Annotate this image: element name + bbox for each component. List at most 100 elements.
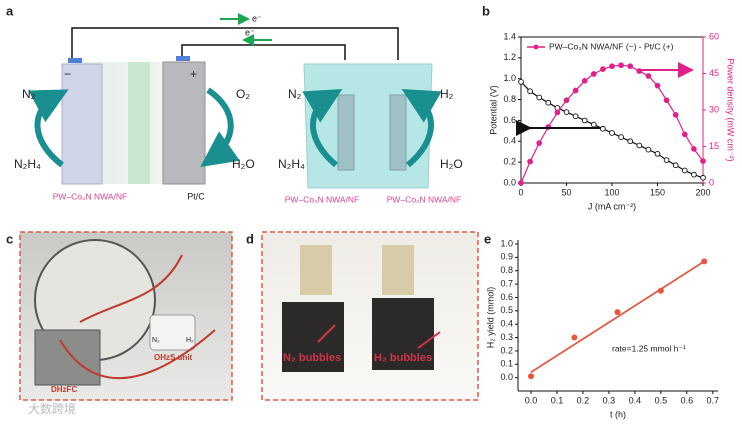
x-tick-label: 0.7 xyxy=(707,395,720,405)
beaker xyxy=(149,314,196,351)
sign: − xyxy=(64,67,71,81)
electrode-label: Pt/C xyxy=(187,191,205,201)
data-point xyxy=(636,142,643,149)
x-tick-label: 0.1 xyxy=(551,395,564,405)
photo-d: N₂ bubbles H₂ bubbles xyxy=(261,231,479,401)
plot-frame xyxy=(520,36,704,184)
sign: + xyxy=(190,67,197,81)
y-tick-label: 0.8 xyxy=(503,94,516,104)
species: H₂O xyxy=(232,157,255,171)
data-point xyxy=(581,77,588,84)
species: H₂O xyxy=(440,157,463,171)
pointer xyxy=(417,331,441,349)
photo-label: N₂ xyxy=(152,337,160,344)
y-tick-label: 0.3 xyxy=(500,332,513,342)
data-point xyxy=(691,171,697,178)
panel-label: d xyxy=(246,231,254,246)
panel-label: c xyxy=(6,231,13,246)
data-point xyxy=(663,157,670,163)
data-point xyxy=(672,162,679,169)
panel-label: e xyxy=(484,231,491,246)
wire xyxy=(71,27,399,62)
data-point xyxy=(609,130,615,136)
data-point xyxy=(572,113,579,120)
x-tick-label: 150 xyxy=(650,187,665,197)
data-point xyxy=(571,334,578,341)
x-tick-label: 200 xyxy=(695,187,710,197)
flow-arrow xyxy=(401,88,442,168)
flow-arrow xyxy=(200,87,240,167)
data-point xyxy=(700,174,706,181)
holder xyxy=(382,245,414,295)
y-tick-label: 0.1 xyxy=(500,359,513,369)
y-tick-label: 0.9 xyxy=(500,252,513,262)
data-point xyxy=(527,88,533,95)
x-tick-label: 50 xyxy=(561,187,571,197)
x-tick-label: 0.2 xyxy=(577,395,590,405)
y2-tick-label: 0 xyxy=(709,177,714,187)
data-point xyxy=(572,87,579,94)
membrane xyxy=(128,62,150,184)
flow-arrow xyxy=(302,88,343,168)
data-point xyxy=(657,287,664,294)
data-point xyxy=(545,99,552,106)
y-tick-label: 0.4 xyxy=(503,136,516,146)
y-tick-label: 0.0 xyxy=(500,372,513,382)
species: N₂H₄ xyxy=(278,157,305,171)
y-axis-label: Potential (V) xyxy=(488,85,498,135)
photo-label: H₂ xyxy=(186,337,194,344)
data-point xyxy=(645,146,652,153)
data-point xyxy=(700,158,706,164)
photo-c: DHzFC OHzS unit N₂ H₂ 大数跨境 xyxy=(19,231,233,416)
fuel-cell-device xyxy=(34,329,101,386)
data-point xyxy=(654,82,661,89)
y2-tick-label: 60 xyxy=(709,31,719,41)
x-tick-label: 0.5 xyxy=(655,395,668,405)
y-tick-label: 0.2 xyxy=(503,157,516,167)
data-point xyxy=(536,140,543,146)
data-point xyxy=(681,131,688,138)
x-tick-label: 100 xyxy=(604,187,619,197)
species: N₂H₄ xyxy=(14,157,41,171)
y-tick-label: 0.8 xyxy=(500,265,513,275)
data-point xyxy=(518,180,524,186)
y-axis-label: H₂ yield (mmol) xyxy=(485,287,495,349)
y-tick-label: 1.0 xyxy=(503,73,516,83)
y-tick-label: 0.6 xyxy=(500,292,513,302)
flow-arrow xyxy=(28,89,69,168)
y-tick-label: 0.0 xyxy=(503,177,516,187)
y-tick-label: 1.2 xyxy=(503,52,516,62)
x-axis-label: J (mA cm⁻²) xyxy=(588,201,636,211)
data-point xyxy=(654,150,661,157)
data-point xyxy=(691,146,697,152)
holder xyxy=(300,245,332,295)
x-tick-label: 0 xyxy=(518,187,523,197)
data-point xyxy=(600,125,606,132)
data-point xyxy=(701,258,708,265)
y-tick-label: 1.0 xyxy=(500,238,513,248)
data-point xyxy=(563,97,570,104)
photo-label: H₂ bubbles xyxy=(374,352,432,364)
electrode xyxy=(372,298,434,370)
y2-tick-label: 45 xyxy=(709,68,719,78)
data-point xyxy=(527,158,533,165)
annotation: rate=1.25 mmol h⁻¹ xyxy=(612,343,686,353)
data-point xyxy=(609,63,615,70)
panel-label: b xyxy=(482,3,490,18)
data-point xyxy=(645,73,652,79)
data-point xyxy=(590,71,597,77)
x-tick-label: 0.3 xyxy=(603,395,616,405)
y-tick-label: 0.5 xyxy=(500,305,513,315)
electron-label: e⁻ xyxy=(252,13,262,23)
pointer xyxy=(317,324,336,343)
species: O₂ xyxy=(236,87,250,101)
data-point xyxy=(681,167,688,174)
terminal xyxy=(68,58,82,63)
photo-label: N₂ bubbles xyxy=(283,352,341,364)
y-tick-label: 0.6 xyxy=(503,115,516,125)
data-point xyxy=(614,309,621,316)
data-point xyxy=(527,373,534,380)
wire xyxy=(181,44,346,60)
data-point xyxy=(590,121,597,128)
